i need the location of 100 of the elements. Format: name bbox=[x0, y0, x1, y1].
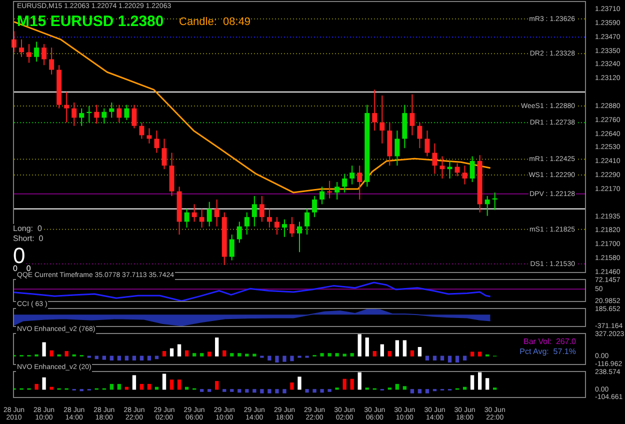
candlestick bbox=[199, 208, 204, 228]
bar bbox=[275, 389, 279, 394]
bar bbox=[147, 384, 152, 390]
candlestick bbox=[417, 122, 422, 149]
bar bbox=[418, 346, 422, 356]
candlestick bbox=[394, 130, 400, 166]
bar bbox=[124, 356, 129, 360]
candlestick bbox=[312, 196, 318, 218]
bar bbox=[50, 350, 54, 356]
candlestick bbox=[64, 92, 70, 123]
bar bbox=[388, 351, 392, 356]
annotation: Pct Avg: 57.1% bbox=[518, 347, 577, 357]
bar bbox=[470, 375, 474, 390]
bar bbox=[200, 389, 204, 392]
bar bbox=[335, 353, 339, 356]
candlestick bbox=[424, 130, 430, 157]
bar bbox=[260, 389, 264, 394]
annotation: Short: 0 bbox=[12, 234, 44, 244]
bar bbox=[200, 353, 204, 356]
candlestick bbox=[289, 216, 294, 238]
bar bbox=[110, 384, 114, 390]
bar bbox=[177, 344, 182, 356]
bar bbox=[230, 353, 234, 356]
candlestick bbox=[109, 102, 114, 118]
candlestick bbox=[72, 102, 77, 126]
bar bbox=[425, 389, 430, 394]
candlestick bbox=[132, 104, 137, 129]
bar bbox=[440, 356, 444, 360]
bar bbox=[268, 389, 272, 394]
bar bbox=[298, 376, 302, 390]
bar bbox=[268, 356, 272, 360]
candlestick bbox=[244, 212, 250, 236]
annotation: Bar Vol: 267.0 bbox=[522, 337, 577, 347]
bar bbox=[147, 356, 152, 360]
bar bbox=[238, 353, 242, 356]
bar bbox=[358, 334, 362, 356]
bar bbox=[192, 353, 196, 356]
bar bbox=[365, 338, 369, 356]
candlestick bbox=[259, 196, 264, 222]
candlestick bbox=[304, 208, 310, 236]
bar bbox=[470, 352, 474, 356]
bar bbox=[102, 356, 106, 360]
bar bbox=[42, 342, 46, 356]
annotation: M15 EURUSD 1.2380 bbox=[16, 13, 165, 30]
bar bbox=[162, 351, 166, 356]
candlestick bbox=[380, 95, 385, 144]
bar bbox=[140, 356, 144, 360]
bar bbox=[395, 340, 399, 356]
candlestick bbox=[116, 104, 122, 123]
bar bbox=[448, 356, 452, 363]
bar bbox=[328, 353, 332, 356]
candlestick bbox=[26, 44, 32, 64]
candlestick bbox=[282, 218, 287, 238]
bar bbox=[478, 372, 482, 390]
candlestick bbox=[440, 156, 445, 179]
candlestick bbox=[192, 204, 197, 222]
bar bbox=[184, 350, 189, 356]
bar bbox=[252, 389, 256, 393]
bar bbox=[328, 389, 332, 392]
candlestick bbox=[214, 199, 220, 227]
candlestick bbox=[274, 216, 280, 236]
candlestick bbox=[320, 186, 325, 205]
bar bbox=[208, 352, 212, 356]
bar bbox=[215, 338, 219, 356]
bar bbox=[132, 375, 136, 390]
candlestick bbox=[229, 234, 234, 261]
candlestick bbox=[124, 104, 130, 121]
candlestick bbox=[357, 165, 362, 200]
bar bbox=[34, 384, 38, 390]
candlestick bbox=[206, 201, 212, 227]
annotation: Candle: 08:49 bbox=[178, 16, 252, 29]
candlestick bbox=[79, 108, 84, 126]
candlestick bbox=[266, 208, 272, 228]
candlestick bbox=[350, 165, 355, 185]
bar bbox=[275, 356, 279, 363]
bar bbox=[245, 354, 249, 356]
bar bbox=[208, 389, 212, 392]
bar bbox=[418, 389, 422, 394]
bar bbox=[117, 384, 122, 390]
bar bbox=[170, 348, 174, 356]
bar bbox=[222, 350, 226, 356]
bar bbox=[350, 378, 354, 390]
bar bbox=[350, 353, 354, 356]
bar bbox=[478, 352, 482, 356]
bar bbox=[425, 356, 430, 360]
candlestick bbox=[432, 142, 438, 174]
candlestick bbox=[236, 221, 242, 244]
bar bbox=[215, 381, 219, 390]
candlestick bbox=[184, 208, 190, 228]
candlestick bbox=[34, 41, 40, 62]
bar bbox=[486, 378, 490, 390]
annotation: Long: 0 bbox=[12, 224, 43, 234]
bar bbox=[312, 389, 316, 393]
candlestick bbox=[19, 38, 24, 58]
candlestick bbox=[154, 130, 160, 154]
candlestick bbox=[462, 165, 468, 185]
bar bbox=[410, 389, 414, 394]
candlestick bbox=[49, 47, 54, 75]
candlestick bbox=[102, 108, 107, 124]
candlestick bbox=[342, 173, 348, 194]
